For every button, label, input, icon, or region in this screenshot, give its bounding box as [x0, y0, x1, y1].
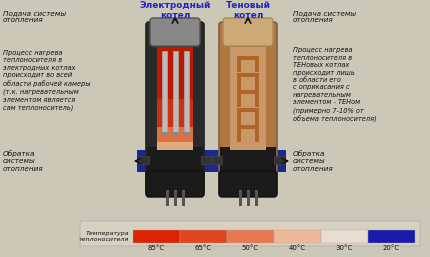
Text: 20°C: 20°C	[383, 244, 400, 251]
Text: 50°C: 50°C	[242, 244, 259, 251]
Bar	[368, 230, 415, 243]
Bar	[230, 47, 266, 150]
Bar	[237, 93, 241, 107]
Bar	[157, 142, 193, 150]
Bar	[274, 230, 320, 243]
Text: Электродный
котел: Электродный котел	[139, 1, 211, 20]
Bar	[237, 56, 259, 60]
Text: Процесс нагрева
теплоносителя в
электродных котлах
происходит во всей
области ра: Процесс нагрева теплоносителя в электрод…	[3, 50, 91, 111]
Bar	[237, 90, 259, 94]
Text: 40°C: 40°C	[289, 244, 306, 251]
Bar	[157, 127, 193, 142]
Bar	[255, 93, 259, 107]
Bar	[239, 190, 242, 206]
Bar	[237, 108, 259, 112]
Bar	[172, 132, 178, 136]
Bar	[166, 190, 169, 206]
Bar	[157, 47, 193, 98]
Bar	[139, 156, 149, 164]
Text: 85°C: 85°C	[148, 244, 165, 251]
Bar	[160, 132, 168, 136]
Bar	[237, 125, 259, 129]
Text: Обратка
системы
отопления: Обратка системы отопления	[3, 150, 44, 172]
Bar	[237, 127, 241, 142]
Bar	[133, 230, 179, 243]
Bar	[255, 58, 259, 72]
Text: Обратка
системы
отопления: Обратка системы отопления	[293, 150, 334, 172]
Bar	[255, 75, 259, 90]
Bar	[162, 51, 166, 133]
FancyBboxPatch shape	[150, 18, 200, 46]
Bar	[181, 190, 184, 206]
Bar	[210, 150, 286, 172]
FancyBboxPatch shape	[219, 171, 277, 197]
Bar	[237, 110, 241, 125]
Text: Подача системы
отопления: Подача системы отопления	[293, 10, 356, 23]
Text: 30°C: 30°C	[336, 244, 353, 251]
FancyBboxPatch shape	[146, 22, 204, 195]
Bar	[237, 58, 241, 72]
Bar	[255, 190, 258, 206]
Bar	[255, 110, 259, 125]
Bar	[220, 147, 276, 192]
Bar	[173, 190, 176, 206]
Bar	[321, 230, 368, 243]
Bar	[274, 156, 284, 164]
Bar	[227, 230, 273, 243]
Text: Температура
теплоносителя: Температура теплоносителя	[79, 231, 129, 242]
FancyBboxPatch shape	[219, 22, 277, 195]
FancyBboxPatch shape	[146, 171, 204, 197]
Bar	[246, 190, 249, 206]
Bar	[255, 127, 259, 142]
Text: 65°C: 65°C	[195, 244, 212, 251]
Bar	[172, 51, 178, 133]
Text: Процесс нагрева
теплоносителя в
ТЕНовых котлах
происходит лишь
в области его
с о: Процесс нагрева теплоносителя в ТЕНовых …	[293, 47, 377, 123]
Bar	[147, 147, 203, 192]
Bar	[237, 75, 241, 90]
Bar	[184, 51, 188, 133]
Text: Теновый
котел: Теновый котел	[225, 1, 270, 20]
Bar	[212, 156, 222, 164]
FancyBboxPatch shape	[223, 18, 273, 46]
Bar	[137, 150, 213, 172]
Bar	[182, 132, 190, 136]
Bar	[180, 230, 227, 243]
Text: Подача системы
отопления: Подача системы отопления	[3, 10, 66, 23]
Bar	[157, 98, 193, 127]
FancyBboxPatch shape	[80, 221, 420, 246]
Bar	[237, 73, 259, 77]
Bar	[201, 156, 211, 164]
